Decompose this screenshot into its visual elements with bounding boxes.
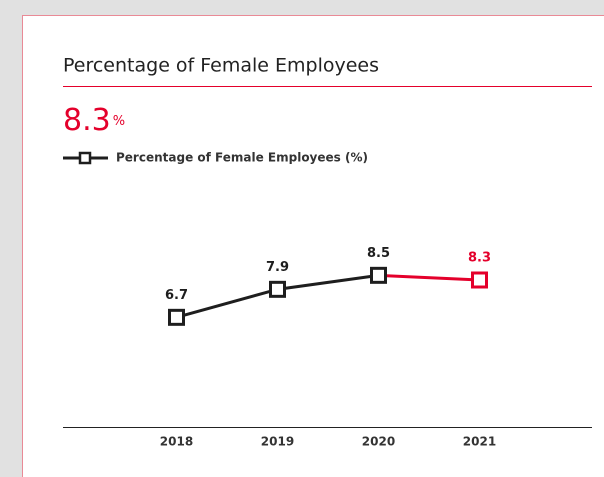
- data-label: 6.7: [165, 288, 188, 303]
- legend-label: Percentage of Female Employees (%): [116, 151, 368, 165]
- data-label: 8.3: [468, 251, 491, 266]
- data-label: 7.9: [266, 260, 289, 275]
- legend-marker: [78, 151, 92, 165]
- x-tick-label: 2019: [261, 435, 294, 449]
- point-marker: [269, 280, 286, 298]
- x-tick-label: 2020: [362, 435, 395, 449]
- series-line-highlight: [378, 273, 480, 282]
- headline-value: 8.3: [63, 103, 111, 138]
- x-tick-label: 2018: [160, 435, 193, 449]
- chart-title: Percentage of Female Employees: [63, 55, 379, 77]
- point-marker: [168, 308, 185, 326]
- headline-unit: %: [113, 114, 125, 129]
- headline: 8.3%: [63, 103, 125, 138]
- point-marker: [471, 271, 488, 289]
- point-marker: [370, 266, 387, 284]
- data-label: 8.5: [367, 246, 390, 261]
- x-tick-label: 2021: [463, 435, 496, 449]
- card: [22, 15, 604, 477]
